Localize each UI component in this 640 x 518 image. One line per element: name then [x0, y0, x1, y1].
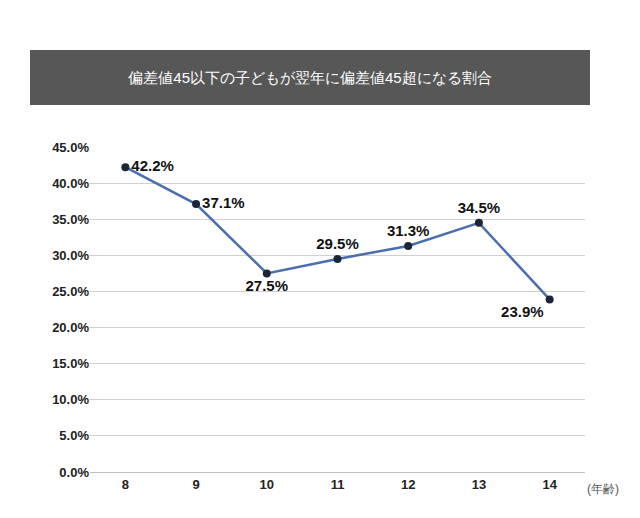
svg-text:8: 8 [122, 477, 129, 492]
svg-text:45.0%: 45.0% [52, 140, 89, 155]
svg-text:10: 10 [260, 477, 274, 492]
svg-text:14: 14 [542, 477, 557, 492]
svg-text:31.3%: 31.3% [387, 222, 430, 239]
svg-text:12: 12 [401, 477, 415, 492]
svg-text:(年齢): (年齢) [587, 482, 619, 496]
svg-text:29.5%: 29.5% [316, 235, 359, 252]
svg-text:15.0%: 15.0% [52, 356, 89, 371]
svg-text:25.0%: 25.0% [52, 284, 89, 299]
svg-text:5.0%: 5.0% [59, 428, 89, 443]
svg-text:偏差値45以下の子どもが翌年に偏差値45超になる割合: 偏差値45以下の子どもが翌年に偏差値45超になる割合 [128, 69, 491, 86]
svg-text:34.5%: 34.5% [458, 199, 501, 216]
svg-text:9: 9 [192, 477, 199, 492]
svg-text:10.0%: 10.0% [52, 392, 89, 407]
svg-text:40.0%: 40.0% [52, 176, 89, 191]
svg-text:11: 11 [331, 477, 345, 492]
svg-text:35.0%: 35.0% [52, 212, 89, 227]
svg-text:23.9%: 23.9% [501, 303, 544, 320]
svg-text:30.0%: 30.0% [52, 248, 89, 263]
svg-text:27.5%: 27.5% [246, 277, 289, 294]
svg-text:42.2%: 42.2% [131, 157, 174, 174]
svg-text:13: 13 [472, 477, 486, 492]
svg-text:0.0%: 0.0% [59, 465, 89, 480]
svg-text:20.0%: 20.0% [52, 320, 89, 335]
svg-text:37.1%: 37.1% [202, 194, 245, 211]
